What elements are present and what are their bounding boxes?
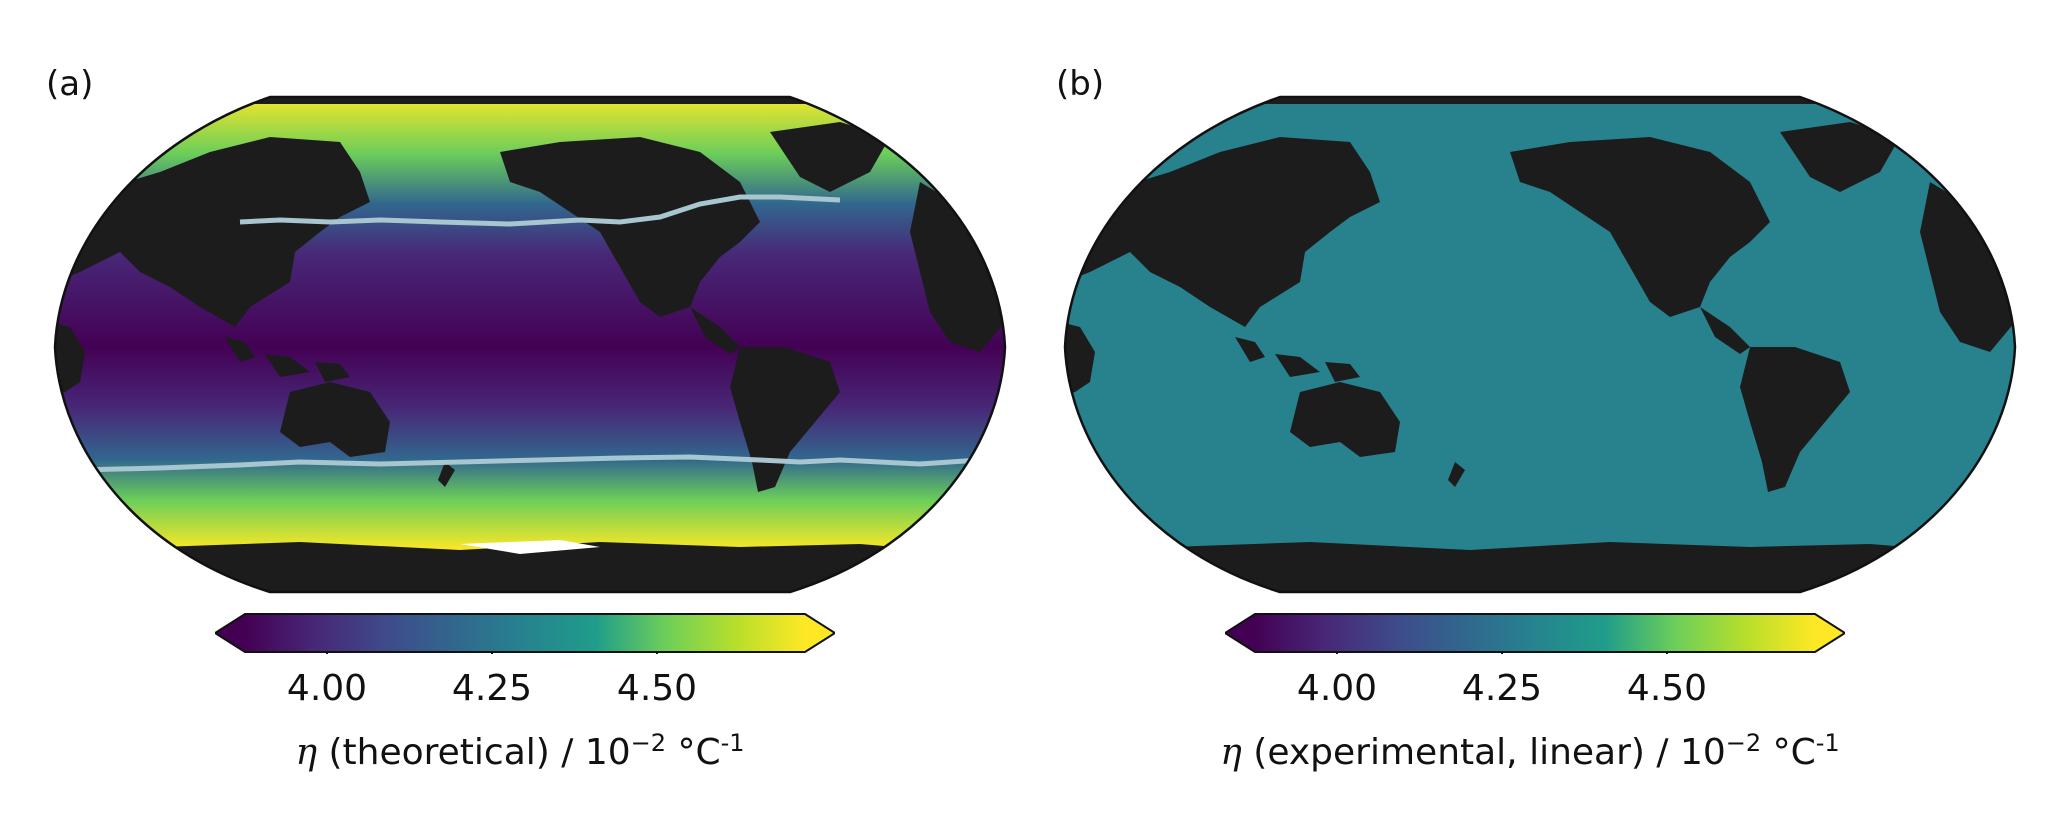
panel-a: (a) [0, 0, 1020, 826]
colorbar-extend-min [1225, 614, 1255, 652]
map-experimental [1063, 95, 2017, 594]
colorbar-title: η (experimental, linear) / 10−2 °C-1 [1220, 729, 1840, 773]
colorbar-theoretical [215, 613, 835, 654]
land-mass [1065, 97, 2015, 592]
colorbar-title: η (theoretical) / 10−2 °C-1 [295, 729, 745, 773]
colorbar-experimental [1225, 613, 1845, 654]
ice-shelf [460, 540, 600, 554]
contour-north [239, 194, 841, 227]
colorbar-tick-label: 4.25 [451, 668, 533, 709]
colorbar-tick-label: 4.00 [1296, 668, 1378, 709]
colorbar-extend-min [215, 614, 245, 652]
land-mass [55, 97, 1005, 592]
colorbar-body [245, 614, 805, 652]
map-theoretical [53, 95, 1007, 594]
colorbar-tick-label: 4.00 [286, 668, 368, 709]
colorbar-body [1255, 614, 1815, 652]
map-frame [53, 95, 1007, 594]
map-frame [1063, 95, 2017, 594]
panel-label: (a) [46, 64, 94, 104]
contour-south [79, 454, 981, 473]
colorbar-extend-max [1815, 614, 1845, 652]
panel-b: (b) [1010, 0, 2030, 826]
panel-label: (b) [1056, 64, 1105, 104]
colorbar-tick-label: 4.50 [1626, 668, 1708, 709]
colorbar-tick-label: 4.25 [1461, 668, 1543, 709]
colorbar-extend-max [805, 614, 835, 652]
colorbar-tick-label: 4.50 [616, 668, 698, 709]
